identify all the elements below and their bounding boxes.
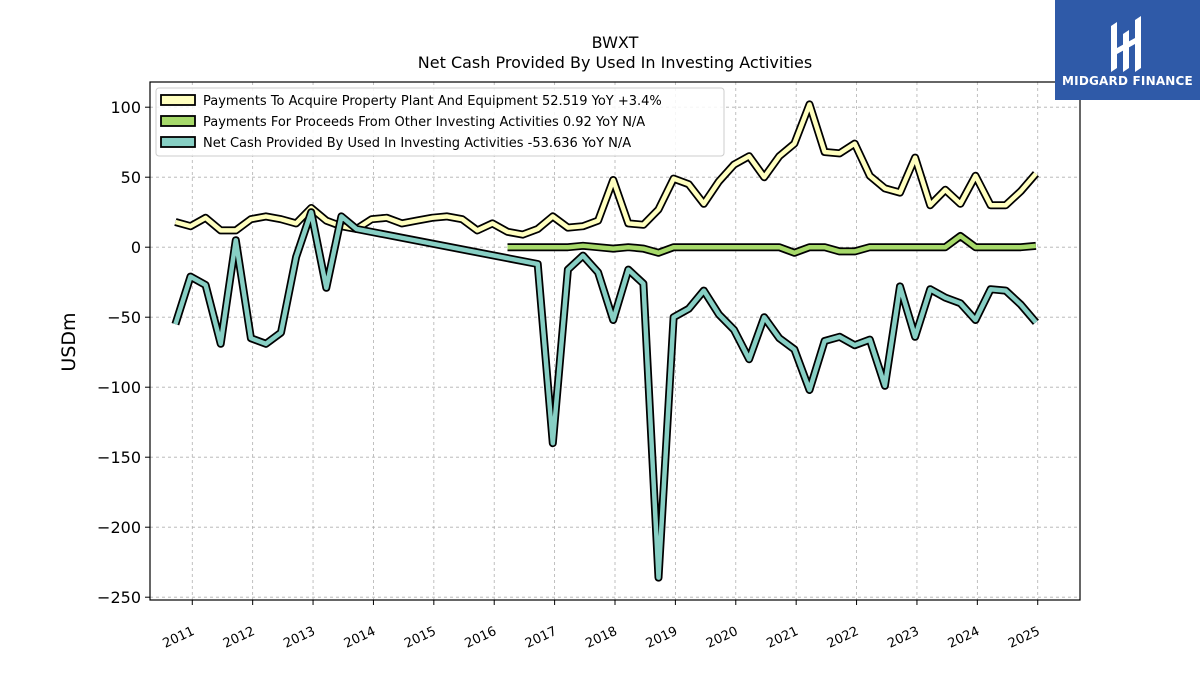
series-lines xyxy=(171,100,1039,582)
x-tick-label: 2014 xyxy=(342,624,378,652)
x-tick-label: 2017 xyxy=(523,624,559,652)
series-1-line xyxy=(507,233,1037,256)
series-0-line xyxy=(174,102,1038,237)
legend-label-2: Net Cash Provided By Used In Investing A… xyxy=(203,136,631,151)
y-tick-label: −150 xyxy=(97,448,141,467)
y-axis-ticks: 100 50 0 −50 −100 −150 −200 −250 xyxy=(97,98,150,607)
x-tick-label: 2019 xyxy=(644,624,680,652)
x-tick-label: 2022 xyxy=(825,624,861,652)
x-tick-label: 2025 xyxy=(1006,624,1042,652)
legend-swatch-2 xyxy=(160,136,196,148)
x-tick-label: 2012 xyxy=(221,624,257,652)
chart-subtitle: Net Cash Provided By Used In Investing A… xyxy=(418,53,812,72)
y-tick-label: −250 xyxy=(97,588,141,607)
x-tick-label: 2013 xyxy=(281,624,317,652)
x-tick-label: 2020 xyxy=(704,624,740,652)
legend-label-0: Payments To Acquire Property Plant And E… xyxy=(203,94,662,109)
brand-name: MIDGARD FINANCE xyxy=(1062,74,1193,88)
x-axis-ticks: 2011 2012 2013 2014 2015 2016 2017 2018 2019 2020… xyxy=(161,600,1042,652)
y-axis-label: USDm xyxy=(58,312,80,371)
brand-logo: MIDGARD FINANCE xyxy=(1055,0,1200,100)
y-tick-label: −100 xyxy=(97,378,141,397)
chart-title: BWXT xyxy=(592,33,639,52)
legend: Payments To Acquire Property Plant And E… xyxy=(155,87,725,157)
y-tick-label: 50 xyxy=(121,168,141,187)
y-tick-label: 100 xyxy=(110,98,141,117)
legend-box xyxy=(155,87,725,157)
legend-label-1: Payments For Proceeds From Other Investi… xyxy=(203,115,645,130)
legend-swatch-1 xyxy=(160,115,196,127)
series-2-outline xyxy=(171,208,1039,582)
y-tick-label: −50 xyxy=(107,308,141,327)
x-tick-label: 2011 xyxy=(161,624,197,652)
x-tick-label: 2015 xyxy=(402,624,438,652)
y-tick-label: −200 xyxy=(97,518,141,537)
x-tick-label: 2018 xyxy=(583,624,619,652)
legend-swatch-0 xyxy=(160,94,196,106)
y-tick-label: 0 xyxy=(131,238,141,257)
x-tick-label: 2023 xyxy=(885,624,921,652)
midgard-logo-icon xyxy=(1110,16,1141,72)
series-2-line xyxy=(173,209,1038,580)
x-tick-label: 2016 xyxy=(463,624,499,652)
x-tick-label: 2024 xyxy=(946,624,982,652)
x-tick-label: 2021 xyxy=(765,624,801,652)
grid xyxy=(150,82,1080,600)
